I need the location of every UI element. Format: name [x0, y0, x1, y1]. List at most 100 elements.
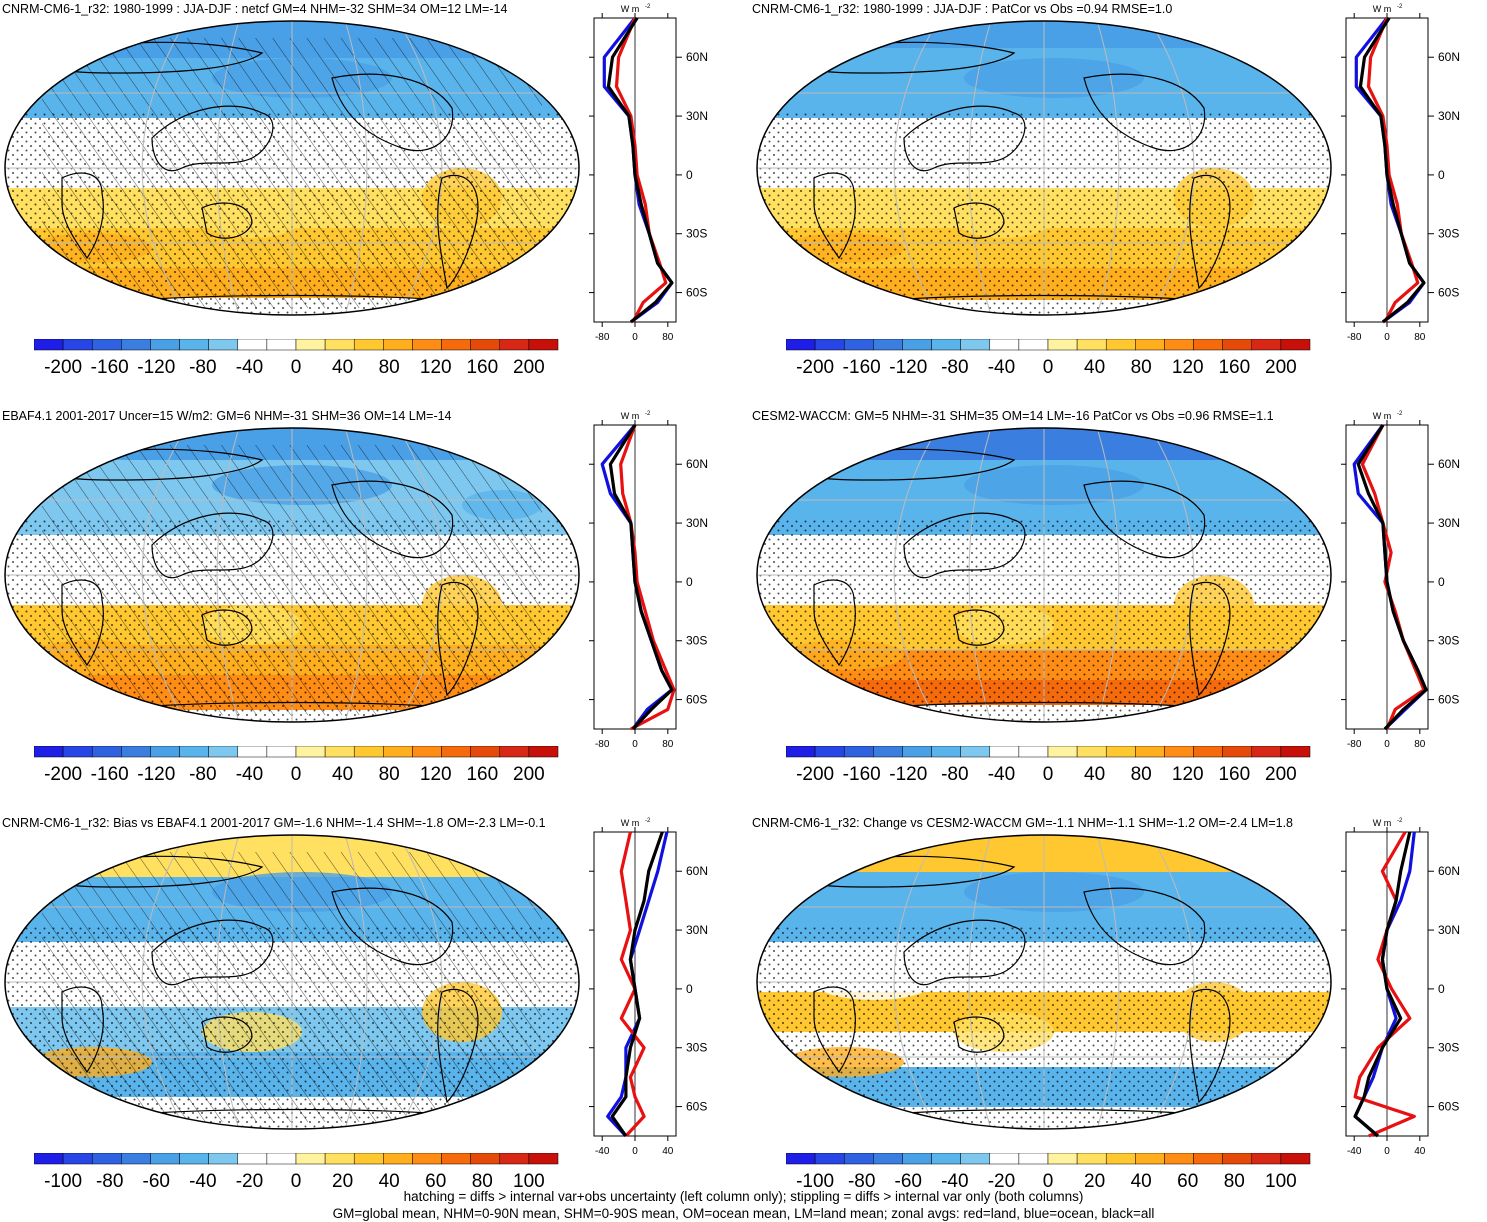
colorbar-label: 60 [425, 1171, 446, 1192]
colorbar-label: -200 [796, 357, 834, 378]
colorbar-box [121, 1153, 151, 1165]
colorbar-box [1105, 746, 1136, 758]
colorbar-box [902, 339, 932, 351]
colorbar-label: 200 [513, 764, 545, 785]
colorbar-box [1076, 1153, 1107, 1165]
colorbar-box [470, 1153, 501, 1165]
colorbar: -200 -160 -120 -80 -40 0 40 80 120 160 200 [786, 339, 1311, 378]
lat-tick-label: 30S [1438, 634, 1459, 648]
colorbar-label: -120 [137, 357, 175, 378]
map-border [756, 427, 1332, 723]
colorbar-box [441, 1153, 471, 1165]
colorbar-label: -160 [843, 764, 881, 785]
coastline [813, 172, 856, 260]
colorbar-box [931, 339, 961, 351]
colorbar-box [353, 339, 384, 351]
colorbar: -100 -80 -60 -40 -20 0 20 40 60 80 100 [34, 1153, 559, 1192]
colorbar-box [353, 1153, 384, 1165]
colorbar-box [1280, 1153, 1311, 1165]
colorbar-label: 120 [420, 357, 452, 378]
zonal-line-land [1366, 17, 1420, 323]
colorbar-label: -160 [843, 357, 881, 378]
global-map [4, 427, 580, 723]
colorbar-box [324, 1153, 355, 1165]
svg-text:-2: -2 [1397, 4, 1403, 10]
colorbar-box [1222, 339, 1253, 351]
colorbar-label: 160 [1218, 357, 1250, 378]
colorbar-box [843, 339, 874, 351]
panel-title: CNRM-CM6-1_r32: Change vs CESM2-WACCM GM… [752, 816, 1294, 830]
coastline [903, 919, 1026, 986]
colorbar-label: -200 [796, 764, 834, 785]
colorbar-label: -200 [44, 357, 82, 378]
colorbar-box [179, 339, 209, 351]
colorbar-box [1105, 339, 1136, 351]
colorbar-box [843, 746, 874, 758]
colorbar-box [528, 746, 559, 758]
map-border [4, 427, 580, 723]
zonal-x-tick-label: -80 [1347, 332, 1362, 340]
lat-tick-label: 0 [1438, 982, 1445, 996]
map-field [5, 21, 579, 315]
coastline [437, 988, 479, 1104]
coastline [201, 202, 253, 239]
zonal-line-land [1360, 424, 1426, 730]
lat-tick-label: 60N [686, 50, 708, 64]
colorbar-label: 40 [379, 1171, 400, 1192]
lat-tick-label: 60S [1438, 286, 1459, 300]
global-map [756, 20, 1332, 316]
zonal-mean-plot: 60N 30N 0 30S 60S -80 0 80 W m -2 [1341, 411, 1460, 747]
colorbar-label: 40 [1084, 764, 1105, 785]
colorbar-label: -80 [189, 764, 216, 785]
colorbar-label: -160 [91, 764, 129, 785]
zonal-line-land [614, 17, 668, 323]
colorbar-box [499, 1153, 530, 1165]
coastline [331, 887, 454, 966]
colorbar: -100 -80 -60 -40 -20 0 20 40 60 80 100 [786, 1153, 1311, 1192]
colorbar-box [786, 339, 816, 351]
lat-tick-label: 60S [686, 693, 707, 707]
lat-tick-label: 30N [1438, 109, 1460, 123]
zonal-line-all [610, 831, 664, 1137]
colorbar-box [1193, 746, 1223, 758]
colorbar-box [441, 339, 471, 351]
coastline [331, 73, 454, 152]
lat-tick-label: 60N [686, 457, 708, 471]
colorbar-box [814, 746, 845, 758]
coastline [151, 512, 274, 579]
colorbar-label: 80 [1131, 357, 1152, 378]
colorbar-box [121, 746, 151, 758]
lat-tick-label: 0 [1438, 168, 1445, 182]
colorbar-box [62, 746, 93, 758]
colorbar-box [1076, 746, 1107, 758]
zonal-mean-plot: 60N 30N 0 30S 60S -80 0 80 W m -2 [1341, 4, 1460, 340]
colorbar-box [1018, 746, 1049, 758]
zonal-mean-plot: 60N 30N 0 30S 60S -40 0 40 W m -2 [589, 818, 708, 1154]
colorbar-box [1222, 746, 1253, 758]
colorbar-box [208, 746, 239, 758]
colorbar-label: -100 [44, 1171, 82, 1192]
colorbar-box [470, 339, 501, 351]
colorbar-box [931, 746, 961, 758]
colorbar-box [1222, 1153, 1253, 1165]
map-field [757, 21, 1331, 315]
zonal-x-tick-label: 0 [1384, 1146, 1390, 1154]
colorbar-box [412, 1153, 442, 1165]
coastline [331, 480, 454, 559]
colorbar-box [121, 339, 151, 351]
colorbar-label: -80 [96, 1171, 123, 1192]
zonal-line-land [619, 424, 676, 731]
zonal-x-tick-label: -40 [1347, 1146, 1362, 1154]
panel-title: CESM2-WACCM: GM=5 NHM=-31 SHM=35 OM=14 L… [752, 409, 1274, 423]
colorbar-label: 0 [291, 1171, 302, 1192]
colorbar-box [62, 1153, 93, 1165]
colorbar-box [470, 746, 501, 758]
colorbar-box [1280, 339, 1311, 351]
zonal-x-tick-label: -40 [595, 1146, 610, 1154]
lat-tick-label: 0 [686, 575, 693, 589]
zonal-x-tick-label: -80 [595, 332, 610, 340]
colorbar-label: 60 [1177, 1171, 1198, 1192]
colorbar-box [179, 746, 209, 758]
colorbar-box [1251, 746, 1282, 758]
colorbar-box [383, 339, 413, 351]
